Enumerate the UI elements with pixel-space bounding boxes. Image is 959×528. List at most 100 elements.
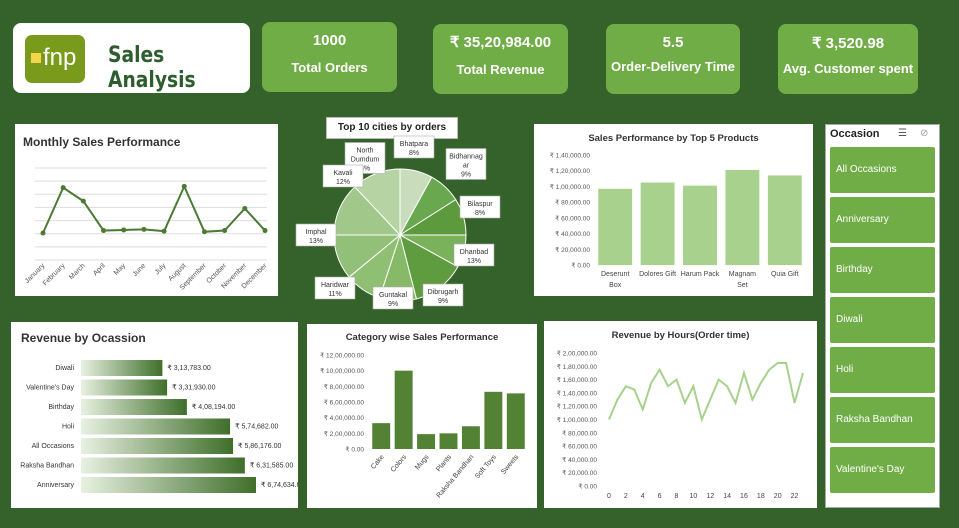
bar (640, 182, 675, 265)
slicer-item[interactable]: Raksha Bandhan (830, 397, 935, 443)
tick-label: ₹ 1,20,000.00 (550, 167, 591, 175)
category-panel: Category wise Sales Performance ₹ 0.00 ₹ … (307, 324, 537, 508)
tick-label: 14 (723, 493, 731, 500)
data-label-box (459, 195, 501, 219)
tick-label: ₹ 40,000.00 (562, 456, 597, 464)
tick-label: Cake (370, 454, 386, 471)
tick-label: 20 (774, 493, 782, 500)
data-point (40, 230, 46, 236)
tick-label: ₹ 80,000.00 (555, 199, 590, 207)
data-label: ₹ 3,13,783.00 (167, 364, 210, 372)
data-label: Haridwar (321, 282, 350, 289)
tick-label: ₹ 2,00,000.00 (557, 350, 598, 358)
tick-label: Harum Pack (681, 271, 720, 278)
tick-label: Birthday (48, 404, 74, 411)
series-line (42, 183, 266, 234)
data-label: Bilaspur (467, 201, 493, 208)
tick-label: ₹ 0.00 (345, 446, 364, 454)
tick-label: All Occasions (32, 443, 75, 450)
slicer-item[interactable]: Birthday (830, 247, 935, 293)
tick-label: 22 (791, 493, 799, 500)
data-label: ₹ 3,31,930.00 (172, 384, 215, 392)
data-label-box (393, 135, 435, 159)
data-label: ₹ 6,74,634.00 (261, 481, 298, 489)
tick-label: 0 (607, 493, 611, 500)
tick-label: 6 (658, 493, 662, 500)
tick-label: Diwali (55, 365, 74, 372)
category-chart: ₹ 0.00 ₹ 2,00,000.00 ₹ 4,00,000.00 ₹ 6,00,0… (320, 352, 525, 499)
data-label: 8% (360, 166, 370, 173)
data-label: ar (463, 163, 470, 170)
bar (439, 433, 458, 449)
slicer-item[interactable]: All Occasions (830, 147, 935, 193)
tick-label: ₹ 1,40,000.00 (557, 389, 598, 397)
occasion-revenue-chart: Diwali ₹ 3,13,783.00 Valentine's Day ₹ 3,31… (20, 360, 298, 493)
tick-label: ₹ 4,00,000.00 (324, 414, 365, 422)
data-label: ₹ 4,08,194.00 (192, 403, 235, 411)
data-point (80, 198, 86, 204)
tick-label: ₹ 60,000.00 (555, 214, 590, 222)
tick-label: Magnam (729, 271, 756, 278)
logo-text: fnp (43, 44, 77, 71)
tick-label: May (113, 262, 128, 277)
monthly-sales-panel: Monthly Sales Performance January Februar… (15, 124, 278, 296)
chart-title: Top 10 cities by orders (326, 117, 458, 139)
tick-label: ₹ 1,00,000.00 (557, 416, 598, 424)
data-label-box (453, 243, 495, 267)
tick-label: Holi (62, 424, 75, 431)
tick-label: Quia Gift (771, 271, 799, 278)
kpi-value: 5.5 (662, 34, 684, 51)
slicer-item[interactable]: Valentine's Day (830, 447, 935, 493)
slicer-title: Occasion (830, 128, 880, 140)
tick-label: 2 (624, 493, 628, 500)
data-label: 9% (388, 301, 398, 308)
tick-label: Raksha Bandhan (20, 463, 74, 470)
cities-pie-chart: North Dumdum 8% Bhatpara 8% Bidhannag ar 9% Bila… (295, 135, 501, 310)
slicer-item[interactable]: Anniversary (830, 197, 935, 243)
data-label-box (422, 283, 464, 307)
kpi-total-orders: 1000 Total Orders (262, 22, 397, 92)
tick-label: March (68, 262, 87, 281)
tick-label: Set (737, 282, 748, 289)
data-point (161, 228, 167, 234)
tick-label: ₹ 80,000.00 (562, 429, 597, 437)
data-label: Dhanbad (460, 249, 489, 256)
chart-title: Monthly Sales Performance (23, 135, 181, 149)
bar (461, 426, 480, 449)
hours-revenue-panel: Revenue by Hours(Order time) ₹ 0.00 ₹ 20,… (544, 321, 817, 508)
bar (725, 169, 760, 265)
slicer-item[interactable]: Diwali (830, 297, 935, 343)
tick-label: ₹ 6,00,000.00 (324, 399, 365, 407)
cities-pie-panel: Top 10 cities by orders North Dumdum 8% Bha… (295, 116, 505, 311)
gift-icon (31, 53, 41, 63)
bar (81, 438, 234, 454)
tick-label: ₹ 0.00 (571, 262, 590, 270)
hours-revenue-chart: ₹ 0.00 ₹ 20,000.00 ₹ 40,000.00 ₹ 60,000.00 ₹… (557, 350, 804, 500)
data-label: Imphal (305, 229, 326, 236)
tick-label: ₹ 60,000.00 (562, 443, 597, 451)
data-label: Bidhannag (449, 154, 483, 161)
tick-label: Dolores Gift (639, 271, 676, 278)
tick-label: April (92, 262, 107, 277)
tick-label: 4 (641, 493, 645, 500)
data-label: 9% (461, 172, 471, 179)
tick-label: Deserunt (601, 271, 629, 278)
tick-label: ₹ 1,20,000.00 (557, 403, 598, 411)
tick-label: 8 (675, 493, 679, 500)
data-label: 13% (467, 258, 481, 265)
slicer-item[interactable]: Holi (830, 347, 935, 393)
kpi-value: 1000 (312, 32, 347, 49)
data-label: 12% (336, 179, 350, 186)
clear-filter-icon[interactable]: ⊘ (920, 128, 929, 139)
occasion-slicer: Occasion ☰ ⊘ All Occasions Anniversary Bir… (825, 124, 940, 508)
bar (417, 434, 436, 449)
data-label: 13% (309, 238, 323, 245)
data-label-box (295, 223, 337, 247)
bar (81, 360, 163, 376)
data-point (201, 229, 207, 235)
data-label: Dumdum (351, 157, 380, 164)
kpi-label: Total Revenue (456, 62, 545, 77)
tick-label: Mugs (414, 453, 431, 471)
multi-select-icon[interactable]: ☰ (898, 128, 907, 139)
